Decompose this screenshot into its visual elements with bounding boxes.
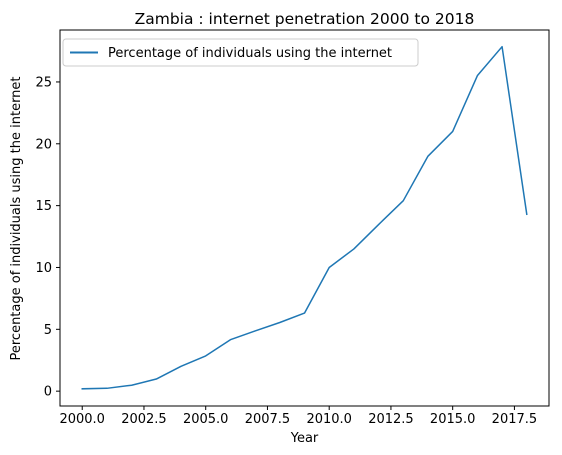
- x-tick-label: 2000.0: [59, 412, 105, 427]
- x-tick-label: 2002.5: [121, 412, 167, 427]
- y-tick-label: 25: [35, 75, 52, 90]
- x-tick-label: 2007.5: [245, 412, 291, 427]
- x-axis-label: Year: [290, 431, 319, 446]
- chart-title: Zambia : internet penetration 2000 to 20…: [135, 10, 475, 28]
- x-tick-label: 2012.5: [368, 412, 414, 427]
- y-axis-label: Percentage of individuals using the inte…: [9, 76, 24, 360]
- plot-area: [59, 29, 550, 407]
- x-axis-ticks: 2000.0 2002.5 2005.0 2007.5 2010.0 2012.5 2015…: [59, 406, 537, 427]
- y-tick-label: 15: [35, 199, 52, 214]
- x-tick-label: 2005.0: [183, 412, 229, 427]
- legend-box: [62, 38, 419, 67]
- plot-frame: [59, 29, 550, 407]
- y-tick-label: 10: [35, 261, 52, 276]
- series-line: [81, 45, 528, 390]
- legend-label: Percentage of individuals using the inte…: [108, 46, 392, 61]
- y-axis-ticks: 0 5 10 15 20 25: [35, 75, 60, 400]
- y-tick-label: 0: [44, 385, 52, 400]
- y-tick-label: 20: [35, 137, 52, 152]
- y-tick-label: 5: [44, 323, 52, 338]
- x-tick-label: 2010.0: [306, 412, 352, 427]
- x-tick-label: 2017.5: [492, 412, 538, 427]
- legend: Percentage of individuals using the inte…: [62, 38, 419, 67]
- x-tick-label: 2015.0: [430, 412, 476, 427]
